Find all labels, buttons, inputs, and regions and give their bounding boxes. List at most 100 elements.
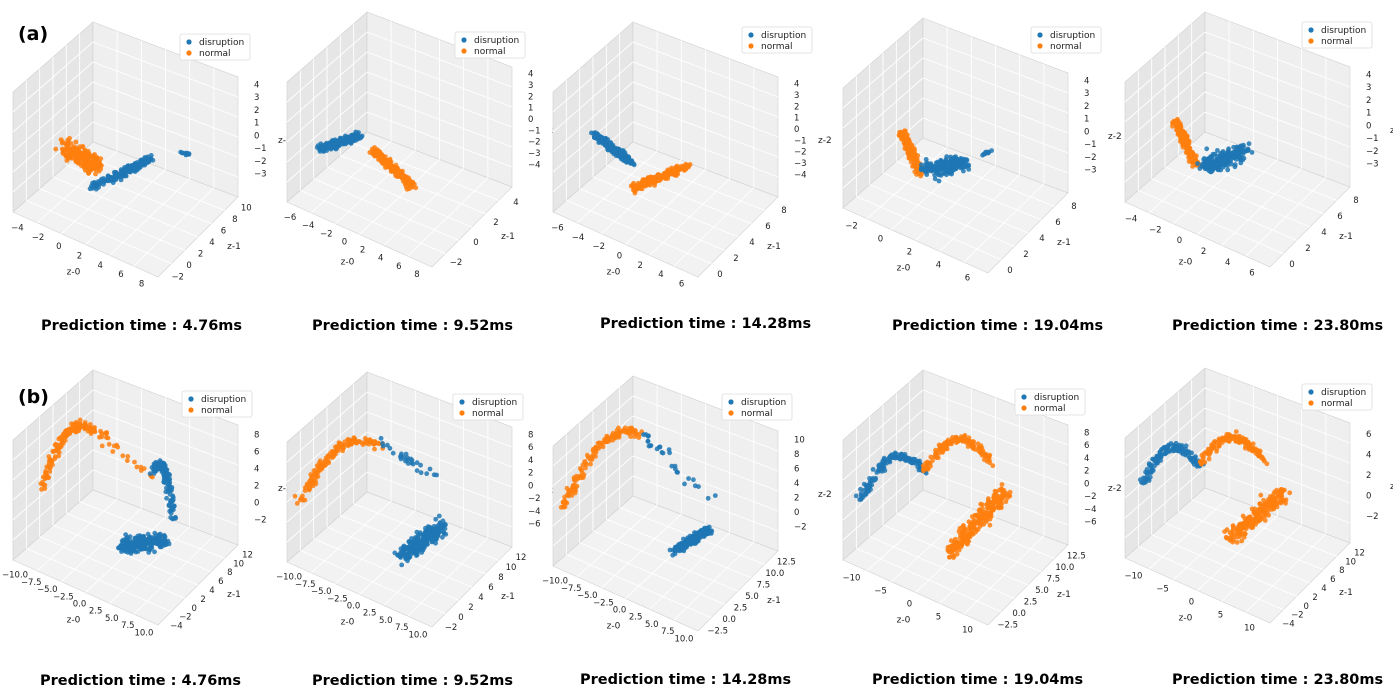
scatter-point-normal	[93, 171, 98, 177]
scatter-point-disruption	[147, 471, 153, 477]
scatter-point-normal	[372, 446, 377, 452]
z-tick-label: −2	[794, 148, 807, 158]
z-tick-label: 2	[1366, 96, 1371, 106]
scatter-point-disruption	[612, 148, 618, 153]
y-tick-label: 5.0	[745, 592, 759, 602]
y-tick-label: −4	[170, 622, 183, 632]
scatter-point-normal	[959, 542, 965, 548]
scatter-point-disruption	[679, 545, 685, 551]
z-tick-label: 0	[254, 499, 259, 509]
scatter-point-normal	[683, 162, 689, 167]
y-tick-label: −2	[179, 613, 192, 623]
y-tick-label: 0	[1289, 260, 1294, 270]
scatter-point-disruption	[626, 157, 631, 163]
scatter-point-normal	[589, 454, 594, 460]
scatter-point-disruption	[137, 533, 143, 538]
scatter-point-disruption	[1143, 469, 1148, 475]
scatter-point-disruption	[932, 172, 937, 178]
scatter-point-disruption	[173, 514, 178, 520]
scatter-point-disruption	[631, 161, 636, 167]
scatter-point-normal	[1000, 492, 1005, 498]
z-tick-label: 2	[1084, 102, 1089, 112]
scatter-point-normal	[975, 519, 981, 525]
scatter-point-normal	[320, 461, 326, 466]
scatter-point-disruption	[1180, 451, 1186, 457]
scatter-point-disruption	[1204, 146, 1210, 152]
scatter-point-normal	[385, 162, 391, 168]
scatter-point-disruption	[622, 152, 627, 157]
y-tick-label: 2.5	[1024, 597, 1038, 607]
scatter-point-normal	[292, 493, 298, 499]
scatter-point-normal	[1259, 515, 1265, 521]
z-tick-label: 6	[1366, 430, 1371, 440]
scatter-point-normal	[598, 440, 604, 446]
scatter-point-normal	[960, 531, 965, 536]
scatter-point-normal	[963, 437, 969, 443]
scatter-point-disruption	[146, 538, 152, 543]
scatter-point-normal	[110, 449, 116, 454]
x-tick-label: 7.5	[121, 621, 135, 631]
z-tick-label: 1	[528, 104, 533, 114]
scatter-point-normal	[558, 504, 564, 510]
y-axis-label: z-1	[767, 242, 781, 252]
scatter-point-disruption	[92, 180, 97, 185]
z-tick-label: −2	[1366, 512, 1379, 522]
scatter-point-disruption	[889, 454, 895, 460]
scatter-point-disruption	[697, 534, 703, 540]
x-tick-label: −5	[1156, 585, 1169, 595]
grid-line	[909, 149, 1055, 207]
scatter-point-normal	[310, 481, 315, 487]
scatter-point-normal	[389, 163, 395, 169]
scatter-point-normal	[46, 458, 52, 464]
x-tick-label: 0	[907, 600, 912, 610]
y-tick-label: −2	[1291, 611, 1304, 621]
scatter-point-normal	[64, 152, 70, 158]
z-tick-label: 4	[794, 479, 799, 489]
y-tick-label: 2	[493, 218, 498, 228]
scatter-point-normal	[71, 150, 77, 156]
x-tick-label: 0	[617, 252, 622, 262]
scatter-point-disruption	[97, 180, 103, 186]
scatter-point-disruption	[122, 541, 128, 546]
scatter-point-normal	[969, 444, 975, 450]
scatter-point-disruption	[143, 155, 149, 161]
caption-b-3: Prediction time : 14.28ms	[580, 672, 791, 688]
legend-marker-disruption	[461, 37, 467, 43]
scatter-point-disruption	[932, 165, 938, 171]
legend-label-disruption: disruption	[741, 398, 786, 408]
y-tick-label: 0	[458, 613, 463, 623]
scatter-point-normal	[1239, 438, 1245, 443]
y-tick-label: 6	[765, 222, 770, 232]
x-tick-label: 7.5	[395, 623, 409, 633]
scatter-point-disruption	[428, 525, 433, 531]
z-tick-label: 0	[254, 131, 259, 141]
x-tick-label: 2	[638, 261, 643, 271]
scatter-point-normal	[1183, 150, 1189, 155]
z-axis-label: z-2	[818, 136, 832, 146]
scatter-point-disruption	[939, 165, 945, 171]
scatter-point-disruption	[131, 166, 137, 171]
z-tick-label: −2	[1366, 147, 1379, 157]
scatter-point-disruption	[870, 476, 875, 481]
scatter-point-disruption	[607, 145, 613, 151]
y-axis-label: z-1	[1057, 590, 1071, 600]
y-tick-label: 10	[506, 563, 517, 573]
legend-marker-normal	[1037, 43, 1043, 49]
z-tick-label: 3	[794, 91, 799, 101]
z-tick-label: 3	[528, 81, 533, 91]
scatter-point-normal	[74, 422, 80, 428]
scatter-point-disruption	[691, 541, 697, 546]
scatter-point-disruption	[1225, 155, 1231, 161]
x-tick-label: −2	[1149, 225, 1162, 235]
scatter-point-normal	[42, 476, 48, 481]
z-tick-label: −4	[794, 170, 807, 180]
scatter-point-normal	[969, 514, 975, 519]
x-tick-label: 4	[378, 254, 383, 264]
scatter-point-normal	[947, 544, 953, 550]
scatter-point-normal	[968, 439, 974, 444]
